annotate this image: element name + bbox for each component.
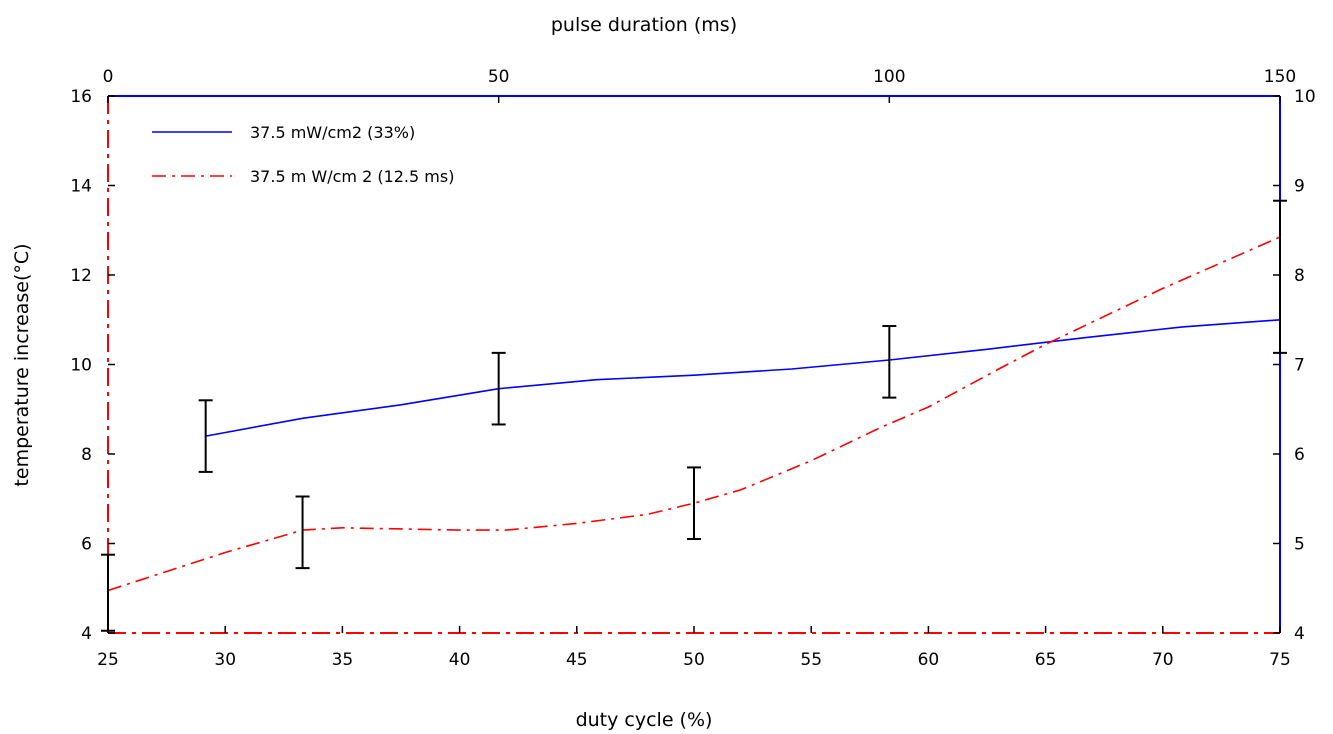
y-tick-label: 12	[70, 266, 92, 286]
error-bar	[101, 553, 115, 632]
x-tick-label: 55	[800, 650, 822, 670]
y-tick-label: 8	[81, 445, 92, 465]
y2-tick-label: 5	[1294, 535, 1305, 555]
x-tick-label: 40	[449, 650, 471, 670]
error-bar	[295, 495, 310, 570]
x-axis-title: duty cycle (%)	[576, 709, 713, 731]
y-tick-label: 16	[70, 87, 92, 107]
y-tick-label: 6	[81, 535, 92, 555]
x-tick-label: 70	[1152, 650, 1174, 670]
y2-tick-label: 7	[1294, 356, 1305, 376]
error-bar	[687, 466, 701, 541]
x-tick-label: 50	[683, 650, 705, 670]
x-tick-label: 30	[214, 650, 236, 670]
x-tick-label: 35	[332, 650, 354, 670]
y-tick-label: 14	[70, 177, 92, 197]
x2-tick-label: 0	[103, 67, 114, 87]
x2-axis-title: pulse duration (ms)	[551, 14, 737, 36]
error-bar	[1273, 199, 1287, 354]
y2-tick-label: 9	[1294, 177, 1305, 197]
y-axis-title: temperature increase(°C)	[11, 243, 33, 486]
x2-tick-label: 150	[1264, 67, 1296, 87]
x-tick-label: 45	[566, 650, 588, 670]
x-tick-label: 65	[1035, 650, 1057, 670]
series-line-0	[205, 319, 1281, 437]
y2-tick-label: 4	[1294, 624, 1305, 644]
y-tick-label: 10	[70, 356, 92, 376]
y2-tick-label: 10	[1294, 87, 1316, 107]
legend-label-1: 37.5 m W/cm 2 (12.5 ms)	[250, 167, 454, 186]
y-tick-label: 4	[81, 624, 92, 644]
error-bar	[882, 325, 897, 399]
x-tick-label: 25	[97, 650, 119, 670]
x-tick-label: 60	[918, 650, 940, 670]
x2-tick-label: 100	[873, 67, 905, 87]
x2-tick-label: 50	[488, 67, 510, 87]
series-layer	[107, 236, 1281, 592]
y2-tick-label: 8	[1294, 266, 1305, 286]
y2-tick-label: 6	[1294, 445, 1305, 465]
legend: 37.5 mW/cm2 (33%) 37.5 m W/cm 2 (12.5 ms)	[152, 123, 454, 186]
error-bar	[198, 399, 213, 473]
legend-label-0: 37.5 mW/cm2 (33%)	[250, 123, 415, 142]
series-line-1	[107, 236, 1281, 592]
errorbar-layer	[101, 199, 1287, 632]
error-bar	[491, 351, 506, 426]
x-tick-label: 75	[1269, 650, 1291, 670]
